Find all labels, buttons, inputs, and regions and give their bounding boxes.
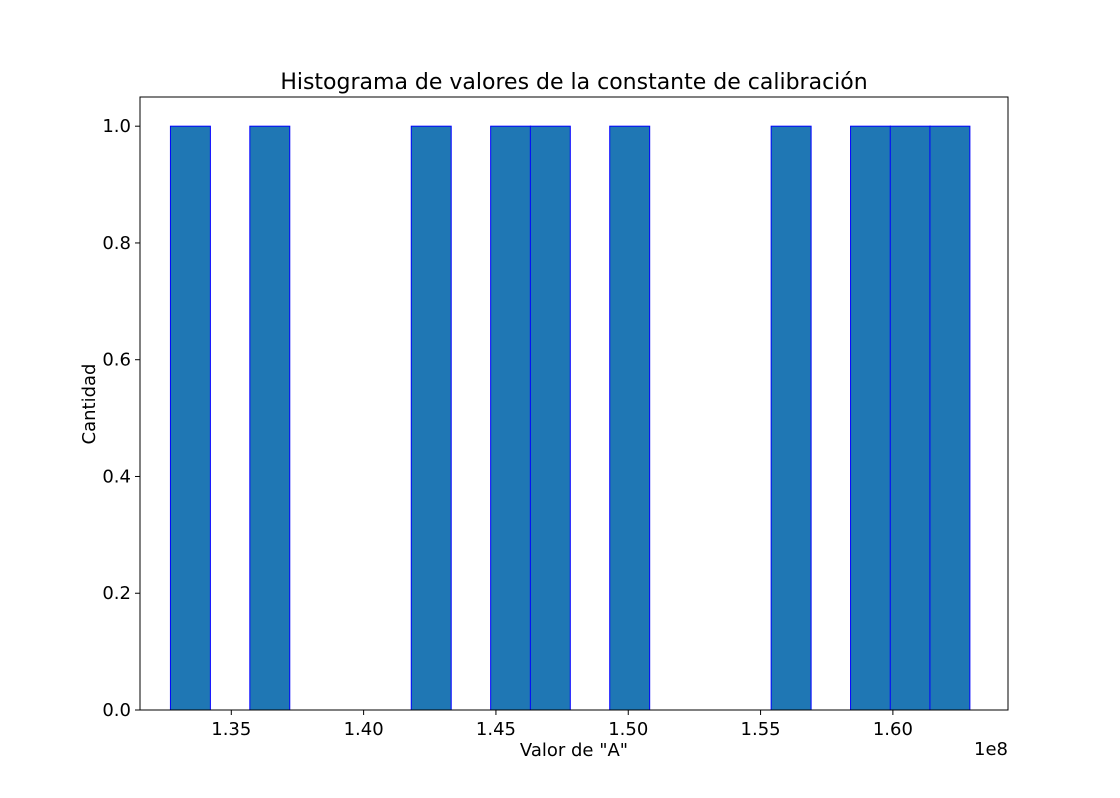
x-tick-label: 1.45 bbox=[476, 719, 516, 740]
y-axis-label: Cantidad bbox=[79, 364, 100, 445]
y-tick-label: 0.4 bbox=[102, 466, 131, 487]
y-axis-ticks: 0.0 0.2 0.4 0.6 0.8 1.0 bbox=[102, 116, 140, 721]
histogram-bar bbox=[249, 125, 291, 711]
histogram-bar bbox=[169, 125, 211, 711]
x-tick-label: 1.50 bbox=[608, 719, 648, 740]
y-tick-label: 0.2 bbox=[102, 583, 131, 604]
x-tick-label: 1.35 bbox=[211, 719, 251, 740]
histogram-bar bbox=[889, 125, 931, 711]
histogram-bar bbox=[929, 125, 971, 711]
y-tick-label: 1.0 bbox=[102, 116, 131, 137]
histogram-bar bbox=[850, 125, 891, 711]
y-tick-label: 0.8 bbox=[102, 233, 131, 254]
histogram-bar bbox=[410, 125, 452, 711]
y-tick-label: 0.0 bbox=[102, 700, 131, 721]
plot-frame bbox=[139, 96, 1009, 711]
histogram-bars bbox=[169, 125, 971, 711]
x-tick-label: 1.55 bbox=[741, 719, 781, 740]
x-axis-ticks: 1.35 1.40 1.45 1.50 1.55 1.60 bbox=[211, 710, 913, 740]
x-axis-label: Valor de "A" bbox=[520, 740, 628, 761]
histogram-bar bbox=[529, 125, 571, 711]
y-tick-label: 0.6 bbox=[102, 350, 131, 371]
histogram-bar bbox=[490, 125, 532, 711]
x-tick-label: 1.60 bbox=[873, 719, 913, 740]
histogram-bar bbox=[770, 125, 812, 711]
x-tick-label: 1.40 bbox=[344, 719, 384, 740]
x-axis-offset-label: 1e8 bbox=[974, 739, 1008, 760]
chart-title: Histograma de valores de la constante de… bbox=[280, 70, 867, 95]
histogram-bar bbox=[609, 125, 651, 711]
